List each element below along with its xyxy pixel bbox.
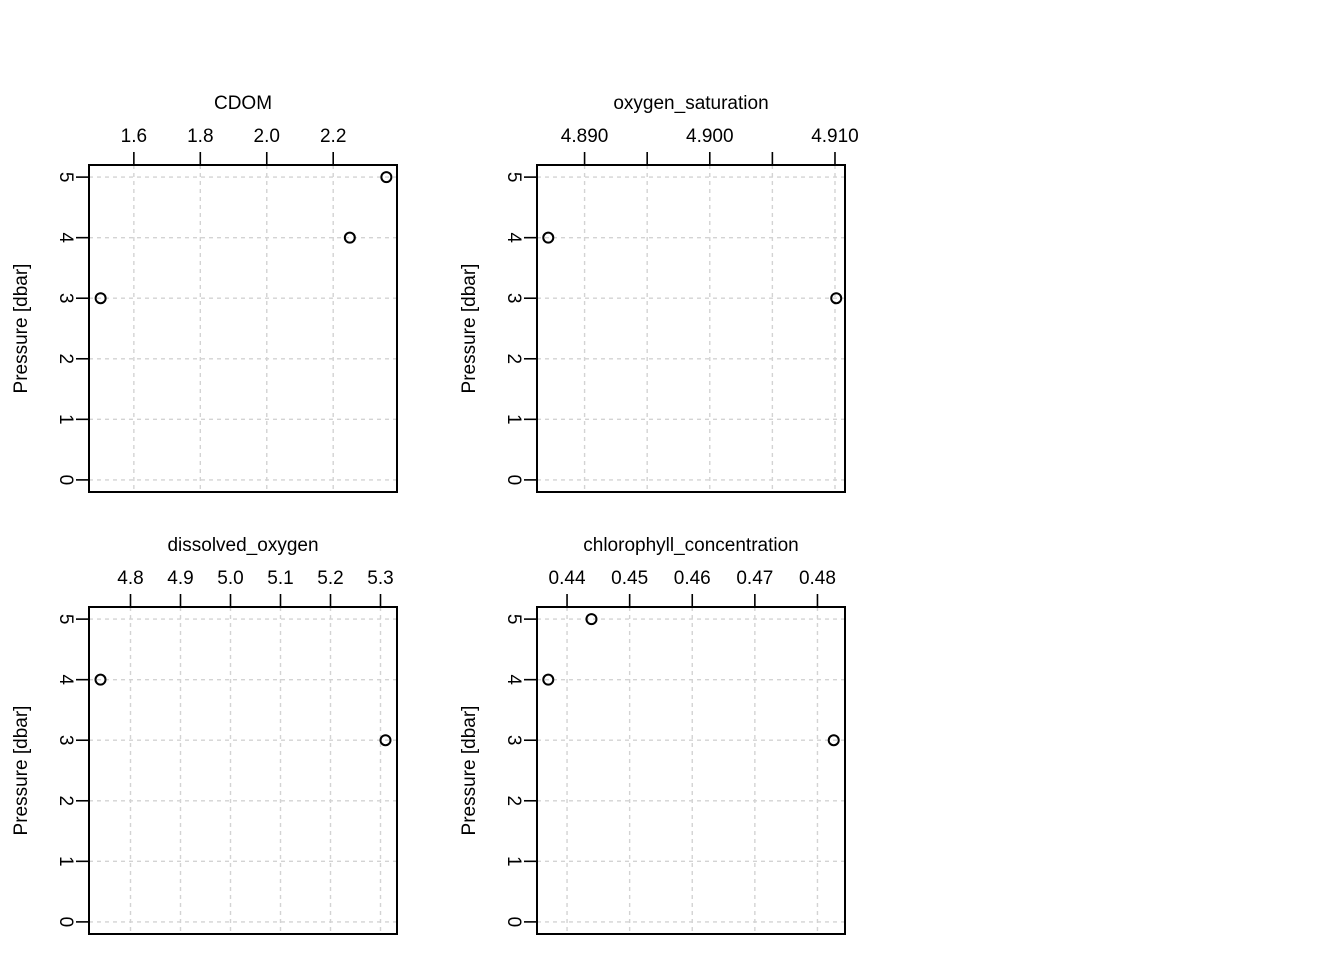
panel-title: dissolved_oxygen [167,535,318,556]
data-point [380,171,393,184]
x-tick-label: 0.46 [674,568,711,589]
panel-2: 4.890 4.900 4.910 0 1 2 3 4 5 oxygen_saturation Pr… [459,93,859,493]
x-tick-label: 2.2 [320,126,346,147]
plot-frame [88,606,398,935]
y-tick-label: 4 [503,674,524,685]
x-tick-label: 4.890 [561,126,609,147]
x-tick-label: 0.44 [549,568,586,589]
x-tick-label: 2.0 [254,126,280,147]
x-tick-label: 4.900 [686,126,734,147]
y-tick-label: 3 [503,735,524,746]
y-tick-label: 0 [503,475,524,486]
x-tick-label: 5.0 [217,568,243,589]
data-point [830,292,843,305]
x-tick-label: 4.910 [811,126,859,147]
x-tick-label: 4.8 [117,568,143,589]
panel-4: 0.44 0.45 0.46 0.47 0.48 0 1 2 3 4 5 chlorophyll_co… [459,535,846,935]
x-tick-label: 4.9 [167,568,193,589]
plot-frame [88,164,398,493]
y-tick-label: 2 [503,353,524,364]
plot-frame [536,606,846,935]
x-tick-label: 0.48 [799,568,836,589]
panel-3: 4.8 4.9 5.0 5.1 5.2 5.3 0 1 2 3 4 5 dissolved_oxygen… [11,535,398,935]
y-tick-label: 5 [55,614,76,625]
panel-title: CDOM [214,93,272,114]
y-tick-label: 1 [55,414,76,425]
y-axis-label: Pressure [dbar] [11,706,32,836]
y-tick-label: 2 [503,795,524,806]
y-tick-label: 5 [503,172,524,183]
y-tick-label: 0 [55,475,76,486]
panel-title: oxygen_saturation [613,93,768,114]
y-tick-label: 4 [55,232,76,243]
panel-title: chlorophyll_concentration [583,535,798,556]
data-point [379,734,392,747]
y-tick-label: 3 [55,293,76,304]
data-point [542,673,555,686]
x-tick-label: 1.8 [187,126,213,147]
y-tick-label: 2 [55,795,76,806]
y-axis-label: Pressure [dbar] [459,264,480,394]
y-tick-label: 1 [503,856,524,867]
data-point [94,673,107,686]
x-tick-label: 1.6 [121,126,147,147]
y-tick-label: 1 [503,414,524,425]
y-tick-label: 0 [503,917,524,928]
data-point [585,613,598,626]
data-point [343,231,356,244]
y-tick-label: 4 [503,232,524,243]
x-tick-label: 5.3 [367,568,393,589]
y-axis-label: Pressure [dbar] [459,706,480,836]
plot-frame [536,164,846,493]
data-point [94,292,107,305]
y-axis-label: Pressure [dbar] [11,264,32,394]
y-tick-label: 4 [55,674,76,685]
y-tick-label: 2 [55,353,76,364]
x-tick-label: 0.45 [611,568,648,589]
data-point [827,734,840,747]
y-tick-label: 3 [503,293,524,304]
x-tick-label: 5.2 [317,568,343,589]
panel-1: 1.6 1.8 2.0 2.2 0 1 2 3 4 5 CDOM Pressure [dbar] [11,93,398,493]
data-point [542,231,555,244]
y-tick-label: 5 [503,614,524,625]
x-tick-label: 0.47 [736,568,773,589]
y-tick-label: 5 [55,172,76,183]
y-tick-label: 1 [55,856,76,867]
x-tick-label: 5.1 [267,568,293,589]
y-tick-label: 3 [55,735,76,746]
y-tick-label: 0 [55,917,76,928]
